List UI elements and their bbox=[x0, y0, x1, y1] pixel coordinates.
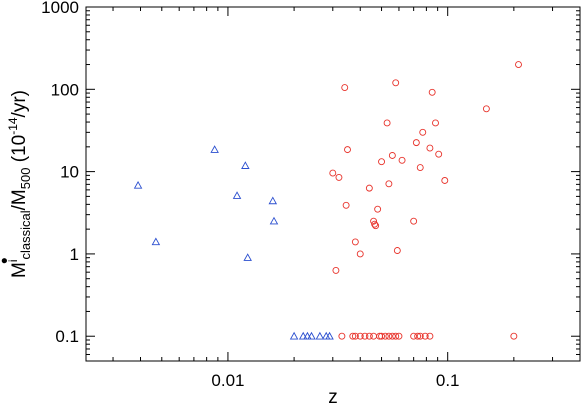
triangle-point bbox=[303, 331, 312, 340]
triangle-point bbox=[315, 331, 325, 340]
circle-point bbox=[385, 332, 393, 340]
circle-point bbox=[482, 105, 490, 113]
y-label-sup-i: i bbox=[6, 259, 20, 262]
circle-point bbox=[344, 146, 351, 154]
triangle-point bbox=[241, 161, 250, 169]
circle-point bbox=[393, 247, 401, 254]
circle-point bbox=[392, 79, 400, 87]
triangle-point bbox=[307, 331, 316, 340]
circle-point bbox=[441, 177, 449, 184]
circle-point bbox=[351, 238, 359, 246]
circle-point bbox=[416, 164, 424, 172]
circle-point bbox=[356, 250, 364, 258]
triangle-point bbox=[210, 145, 219, 153]
circle-point bbox=[378, 332, 385, 340]
circle-point bbox=[388, 152, 396, 159]
circle-point bbox=[361, 332, 369, 340]
circle-point bbox=[329, 169, 337, 177]
x-tick-label: 0.01 bbox=[211, 371, 244, 390]
circle-point bbox=[416, 332, 424, 340]
triangle-point bbox=[268, 196, 278, 205]
plot-frame bbox=[85, 6, 581, 362]
y-axis-label: Miclassical/M500 (10-14/yr) • bbox=[0, 90, 33, 278]
data-points bbox=[133, 61, 522, 340]
y-tick-label: 1000 bbox=[41, 0, 79, 17]
circle-point bbox=[332, 266, 340, 274]
y-label-slash-m: /M bbox=[9, 189, 30, 210]
triangle-point bbox=[325, 331, 334, 340]
circle-point bbox=[510, 332, 518, 340]
circle-point bbox=[371, 220, 379, 228]
circle-point bbox=[398, 156, 406, 164]
triangle-point bbox=[289, 331, 299, 340]
x-tick-label: 0.1 bbox=[436, 371, 460, 390]
circle-point bbox=[370, 217, 378, 225]
circle-point bbox=[365, 184, 373, 192]
triangle-point bbox=[298, 331, 308, 340]
circle-point bbox=[349, 332, 357, 340]
triangle-point bbox=[133, 180, 143, 189]
y-label-main: M bbox=[9, 262, 30, 278]
circle-point bbox=[385, 180, 393, 188]
circle-point bbox=[414, 332, 422, 340]
y-tick-label: 10 bbox=[60, 163, 79, 182]
y-tick-label: 1 bbox=[70, 245, 79, 264]
x-axis-label: z bbox=[328, 387, 338, 408]
circle-point bbox=[392, 332, 400, 340]
circle-point bbox=[372, 222, 380, 230]
svg-text:Miclassical/M500 (10-14/yr): Miclassical/M500 (10-14/yr) bbox=[6, 90, 33, 278]
circle-point bbox=[426, 332, 434, 340]
triangle-point bbox=[243, 253, 252, 261]
circle-point bbox=[342, 201, 350, 209]
circle-point bbox=[432, 119, 439, 127]
circle-point bbox=[365, 332, 373, 340]
y-tick-label: 100 bbox=[51, 80, 79, 99]
circle-point bbox=[515, 61, 522, 68]
circle-point bbox=[435, 150, 443, 158]
circle-point bbox=[338, 332, 346, 340]
circle-point bbox=[426, 144, 434, 152]
triangle-point bbox=[151, 237, 161, 246]
circle-point bbox=[381, 332, 389, 340]
circle-point bbox=[370, 332, 378, 340]
y-label-sub-500: 500 bbox=[18, 168, 33, 190]
circle-point bbox=[351, 332, 359, 340]
circle-point bbox=[428, 88, 436, 96]
circle-point bbox=[335, 173, 343, 181]
circle-point bbox=[374, 205, 382, 213]
y-label-units-exp: -14 bbox=[6, 117, 20, 135]
circle-point bbox=[356, 332, 364, 340]
circle-point bbox=[410, 332, 418, 340]
circle-point bbox=[410, 217, 418, 225]
circle-point bbox=[419, 128, 427, 136]
circle-point bbox=[378, 158, 385, 166]
x-ticks: 0.01 0.1 bbox=[112, 7, 554, 390]
y-tick-label: 0.1 bbox=[55, 327, 79, 346]
y-label-units-close: /yr) bbox=[9, 90, 30, 117]
circle-point bbox=[421, 332, 429, 340]
circle-point bbox=[412, 139, 420, 147]
circle-point bbox=[388, 332, 396, 340]
circle-point bbox=[341, 84, 349, 92]
circle-point bbox=[383, 119, 391, 127]
triangle-point bbox=[232, 191, 242, 199]
circle-point bbox=[395, 332, 403, 340]
y-label-units-open: (10 bbox=[9, 135, 30, 168]
y-label-dot: • bbox=[0, 257, 16, 264]
y-ticks: 0.1 1 10 100 1000 bbox=[41, 0, 580, 355]
triangle-point bbox=[269, 216, 279, 225]
y-label-sub-classical: classical bbox=[18, 210, 33, 259]
